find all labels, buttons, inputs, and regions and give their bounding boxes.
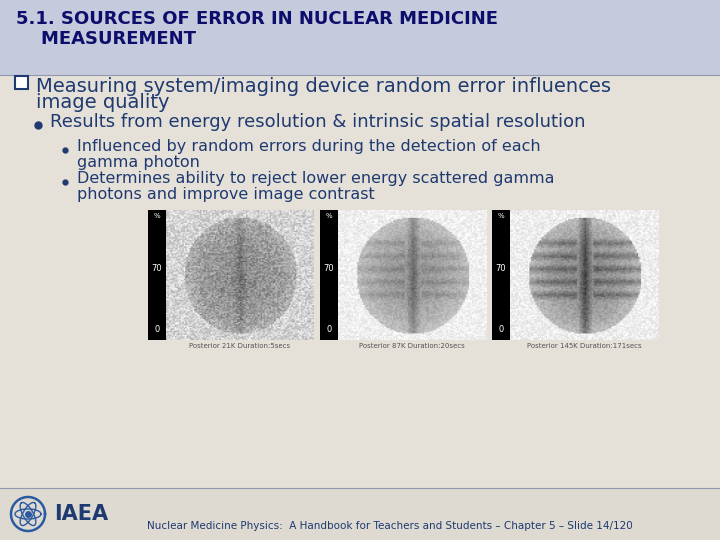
Text: 0: 0 <box>154 325 160 334</box>
Text: Influenced by random errors during the detection of each: Influenced by random errors during the d… <box>77 139 541 154</box>
Text: Posterior 145K Duration:171secs: Posterior 145K Duration:171secs <box>527 343 642 349</box>
Bar <box>0 488 720 540</box>
Text: 70: 70 <box>152 264 162 273</box>
Bar <box>15 76 28 89</box>
Text: Measuring system/imaging device random error influences: Measuring system/imaging device random e… <box>36 77 611 96</box>
Text: Posterior 21K Duration:5secs: Posterior 21K Duration:5secs <box>189 343 291 349</box>
Text: 5.1. SOURCES OF ERROR IN NUCLEAR MEDICINE: 5.1. SOURCES OF ERROR IN NUCLEAR MEDICIN… <box>16 10 498 28</box>
Text: 70: 70 <box>495 264 506 273</box>
Text: image quality: image quality <box>36 93 169 112</box>
Text: gamma photon: gamma photon <box>77 156 200 171</box>
Text: %: % <box>153 213 161 219</box>
Bar <box>492 210 510 340</box>
Text: 0: 0 <box>498 325 503 334</box>
Text: photons and improve image contrast: photons and improve image contrast <box>77 187 374 202</box>
Text: IAEA: IAEA <box>54 504 108 524</box>
Bar <box>0 0 720 75</box>
Text: MEASUREMENT: MEASUREMENT <box>16 30 196 48</box>
Text: 70: 70 <box>324 264 334 273</box>
Text: Posterior 87K Duration:20secs: Posterior 87K Duration:20secs <box>359 343 465 349</box>
Text: Determines ability to reject lower energy scattered gamma: Determines ability to reject lower energ… <box>77 172 554 186</box>
Bar <box>320 210 338 340</box>
Text: Nuclear Medicine Physics:  A Handbook for Teachers and Students – Chapter 5 – Sl: Nuclear Medicine Physics: A Handbook for… <box>147 521 633 531</box>
Text: %: % <box>498 213 504 219</box>
Text: 0: 0 <box>326 325 332 334</box>
Text: Results from energy resolution & intrinsic spatial resolution: Results from energy resolution & intrins… <box>50 113 585 131</box>
Bar <box>148 210 166 340</box>
Text: %: % <box>325 213 333 219</box>
